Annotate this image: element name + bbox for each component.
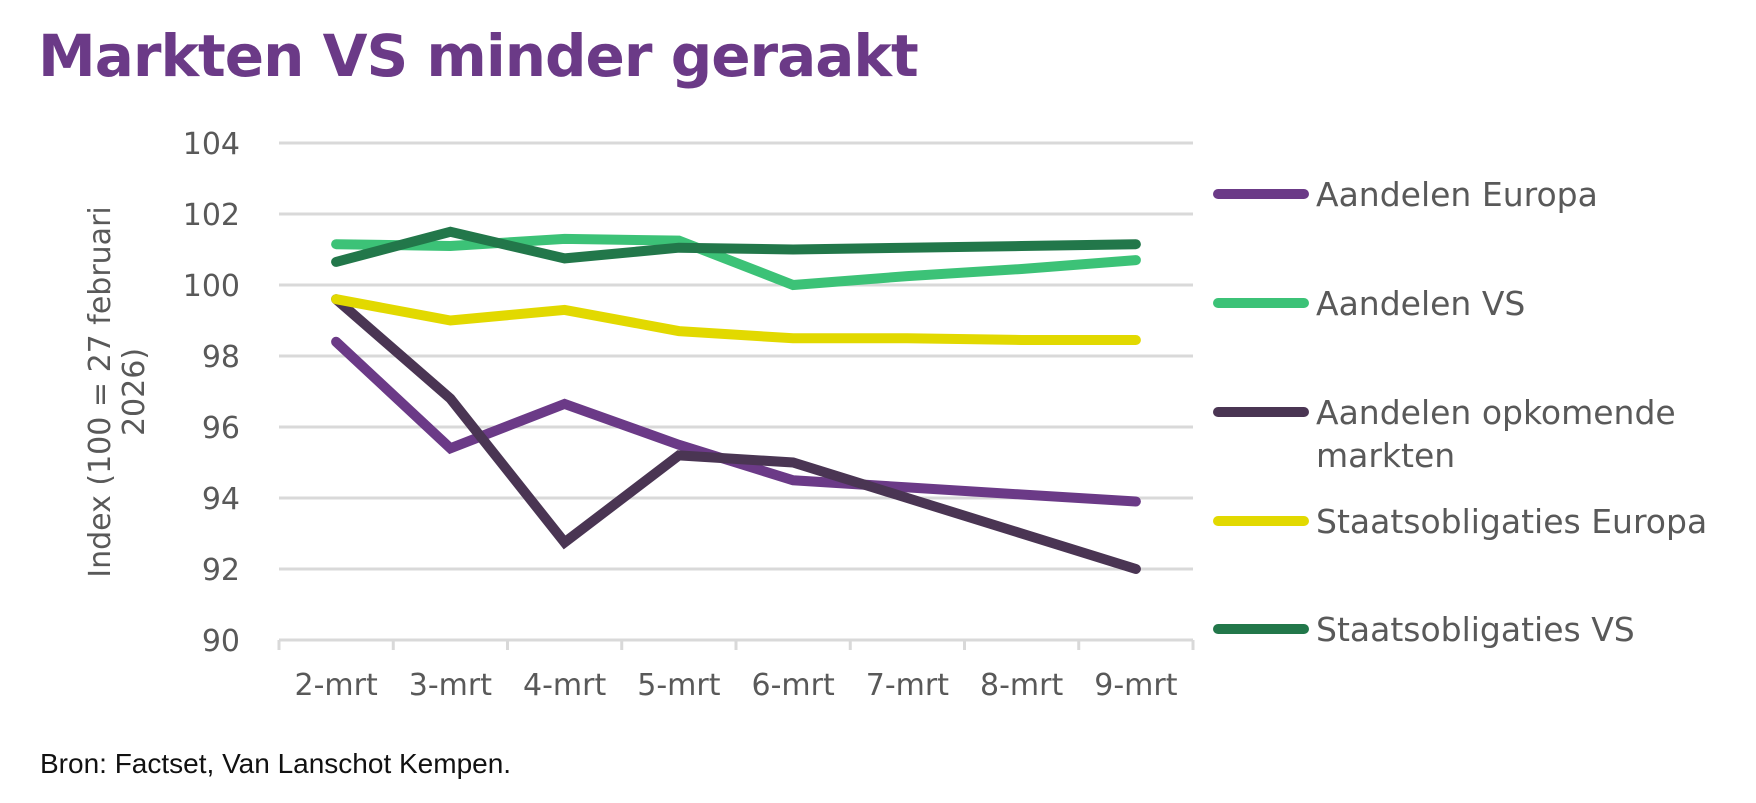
legend-label: markten [1316, 436, 1455, 475]
y-tick-label: 90 [202, 624, 240, 659]
svg-text:2026): 2026) [117, 348, 152, 436]
y-tick-label: 100 [183, 269, 240, 304]
series-line-aandelen-vs [331, 233, 1141, 291]
series-line-staatsobligaties-europa [331, 294, 1141, 345]
y-tick-label: 96 [202, 411, 240, 446]
legend-label: Aandelen VS [1316, 284, 1525, 323]
y-tick-label: 94 [202, 482, 240, 517]
x-tick-label: 3-mrt [409, 668, 492, 703]
legend-item: Aandelen opkomende markten [1213, 393, 1676, 475]
line-chart: 90 92 94 96 98 100 102 104 2-mrt 3-mrt 4-mrt 5-mrt 6… [83, 127, 1707, 703]
x-tick-label: 5-mrt [637, 668, 720, 703]
legend: Aandelen Europa Aandelen VS Aandelen opkom… [1213, 175, 1707, 649]
legend-item: Staatsobligaties VS [1213, 610, 1635, 649]
y-tick-label: 98 [202, 340, 240, 375]
legend-label: Aandelen Europa [1316, 175, 1598, 214]
series-line-staatsobligaties-vs [331, 226, 1141, 267]
x-tick-label: 7-mrt [866, 668, 949, 703]
x-tick-label: 9-mrt [1094, 668, 1177, 703]
legend-label: Staatsobligaties VS [1316, 610, 1635, 649]
legend-item: Staatsobligaties Europa [1213, 502, 1707, 541]
source-note: Bron: Factset, Van Lanschot Kempen. [40, 748, 512, 779]
y-tick-label: 102 [183, 198, 240, 233]
legend-item: Aandelen VS [1213, 284, 1525, 323]
legend-item: Aandelen Europa [1213, 175, 1598, 214]
x-tick-label: 2-mrt [295, 668, 378, 703]
series-lines [331, 226, 1141, 574]
x-tick-label: 8-mrt [980, 668, 1063, 703]
x-tick-label: 4-mrt [523, 668, 606, 703]
x-tick-label: 6-mrt [752, 668, 835, 703]
y-tick-label: 92 [202, 553, 240, 588]
svg-text:Index (100 = 27 februari: Index (100 = 27 februari [83, 206, 118, 577]
series-line-aandelen-opkomende-markten [331, 294, 1141, 574]
chart-title: Markten VS minder geraakt [38, 22, 919, 90]
legend-label: Staatsobligaties Europa [1316, 502, 1707, 541]
y-axis-title: Index (100 = 27 februari 2026) [83, 206, 152, 577]
y-tick-label: 104 [183, 127, 240, 162]
gridlines [279, 141, 1193, 571]
legend-label: Aandelen opkomende [1316, 393, 1676, 432]
series-line-aandelen-europa [331, 336, 1141, 507]
